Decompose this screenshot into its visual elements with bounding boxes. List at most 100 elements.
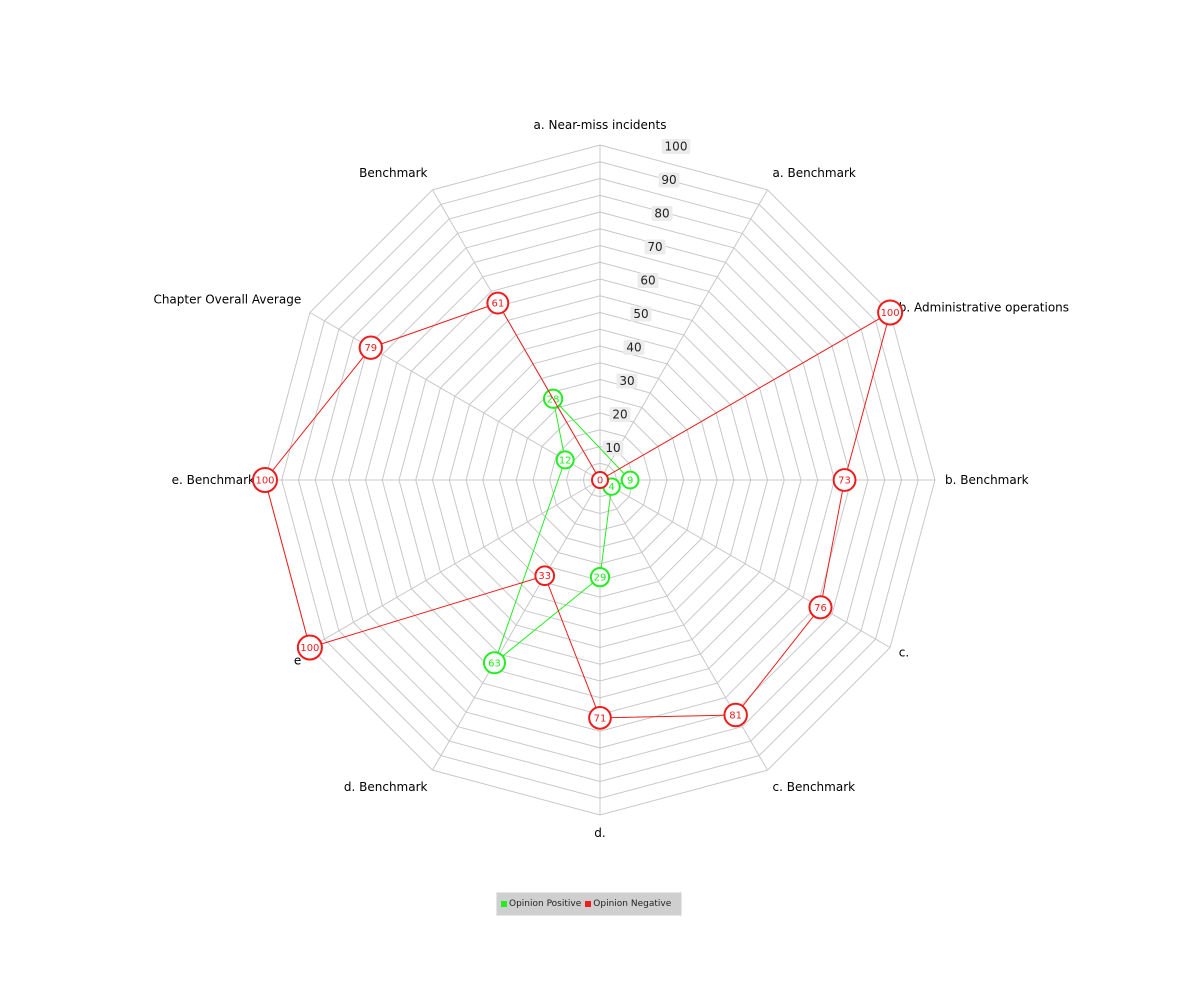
data-point: 12 — [555, 450, 575, 470]
data-point: 100 — [296, 634, 323, 661]
point-marker — [486, 291, 510, 315]
point-label: 4 — [608, 482, 614, 493]
axis-label-5: c. Benchmark — [773, 780, 856, 794]
series-line — [264, 302, 891, 719]
point-marker — [358, 335, 383, 360]
data-point: 100 — [252, 467, 278, 493]
axis-label-11: Benchmark — [359, 166, 427, 180]
point-label: 63 — [488, 658, 501, 669]
tick-label: 10 — [605, 441, 620, 455]
axis-labels: a. Near-miss incidents a. Benchmark b. Adm… — [153, 118, 1069, 840]
point-label: 81 — [729, 710, 742, 721]
tick-bg — [651, 206, 673, 221]
point-marker — [808, 595, 833, 620]
legend: Opinion Positive Opinion Negative — [496, 892, 683, 916]
tick-label: 80 — [654, 207, 669, 221]
radial-tick-labels: 10 20 30 40 50 60 70 80 90 100 — [602, 139, 691, 456]
tick-100: 100 — [661, 139, 691, 154]
legend-item-negative: Opinion Negative — [585, 899, 671, 909]
data-point: 76 — [808, 595, 833, 620]
point-marker — [252, 467, 278, 493]
series-0: 9 4 29 63 12 28 — [482, 388, 640, 675]
axis-label-10: Chapter Overall Average — [153, 293, 301, 307]
point-label: 100 — [300, 643, 319, 654]
point-marker — [589, 566, 611, 588]
grid-spoke — [599, 479, 891, 648]
tick-bg — [637, 273, 659, 288]
grid-spoke — [309, 479, 601, 648]
point-marker — [555, 450, 575, 470]
tick-label: 50 — [633, 307, 648, 321]
tick-bg — [609, 407, 631, 422]
data-point: 63 — [482, 651, 506, 675]
data-point: 73 — [832, 468, 857, 492]
tick-bg — [661, 139, 691, 154]
point-label: 100 — [881, 308, 900, 319]
axis-label-6: d. — [594, 826, 605, 840]
tick-50: 50 — [630, 306, 652, 322]
legend-item-positive: Opinion Positive — [501, 899, 581, 909]
point-marker — [296, 634, 323, 661]
point-label: 73 — [838, 476, 851, 487]
point-label: 79 — [364, 343, 377, 354]
point-label: 12 — [559, 455, 572, 466]
axis-label-7: d. Benchmark — [344, 780, 428, 794]
data-point: 0 — [591, 471, 609, 489]
tick-60: 60 — [637, 273, 659, 288]
point-marker — [832, 468, 857, 492]
tick-90: 90 — [658, 172, 680, 188]
point-marker — [534, 565, 556, 587]
tick-40: 40 — [623, 340, 645, 355]
tick-30: 30 — [616, 373, 638, 389]
axis-label-2: b. Administrative operations — [899, 301, 1069, 315]
tick-label: 100 — [665, 140, 688, 154]
tick-bg — [630, 306, 652, 322]
tick-label: 40 — [626, 341, 641, 355]
axis-label-4: c. — [899, 646, 909, 660]
point-marker — [877, 299, 904, 326]
point-marker — [588, 706, 612, 730]
legend-swatch-positive — [501, 901, 507, 907]
point-marker — [723, 702, 748, 728]
tick-bg — [658, 172, 680, 188]
axis-label-1: a. Benchmark — [773, 166, 856, 180]
grid-spoke — [432, 479, 601, 771]
data-point: 79 — [358, 335, 383, 360]
tick-label: 20 — [612, 408, 627, 422]
tick-bg — [623, 340, 645, 355]
tick-bg — [602, 440, 624, 456]
tick-label: 90 — [661, 173, 676, 187]
grid-spoke — [599, 189, 768, 481]
axis-label-9: e. Benchmark — [172, 473, 255, 487]
point-marker — [482, 651, 506, 675]
point-marker — [591, 471, 609, 489]
series-1: 0 100 73 76 81 71 33 100 100 79 61 — [252, 291, 904, 730]
data-point: 33 — [534, 565, 556, 587]
legend-label-negative: Opinion Negative — [593, 899, 672, 909]
point-label: 61 — [491, 299, 504, 310]
point-label: 33 — [538, 571, 551, 582]
tick-80: 80 — [651, 206, 673, 221]
grid-spoke — [309, 312, 601, 481]
tick-label: 70 — [647, 240, 662, 254]
point-label: 29 — [594, 573, 607, 584]
point-marker — [620, 470, 640, 490]
point-label: 0 — [597, 476, 603, 487]
tick-bg — [616, 373, 638, 389]
tick-70: 70 — [644, 239, 666, 255]
data-point: 81 — [723, 702, 748, 728]
axis-label-0: a. Near-miss incidents — [534, 118, 667, 132]
axis-label-3: b. Benchmark — [945, 473, 1029, 487]
legend-swatch-negative — [585, 901, 592, 907]
series-layer: 9 4 29 63 12 28 0 100 73 76 81 71 33 100 100 79 61 — [252, 291, 904, 730]
tick-20: 20 — [609, 407, 631, 422]
tick-bg — [644, 239, 666, 255]
data-point: 29 — [589, 566, 611, 588]
point-label: 28 — [547, 394, 560, 405]
data-point: 100 — [877, 299, 904, 326]
tick-10: 10 — [602, 440, 624, 456]
data-point: 61 — [486, 291, 510, 315]
point-label: 71 — [594, 713, 607, 724]
legend-label-positive: Opinion Positive — [509, 899, 582, 909]
